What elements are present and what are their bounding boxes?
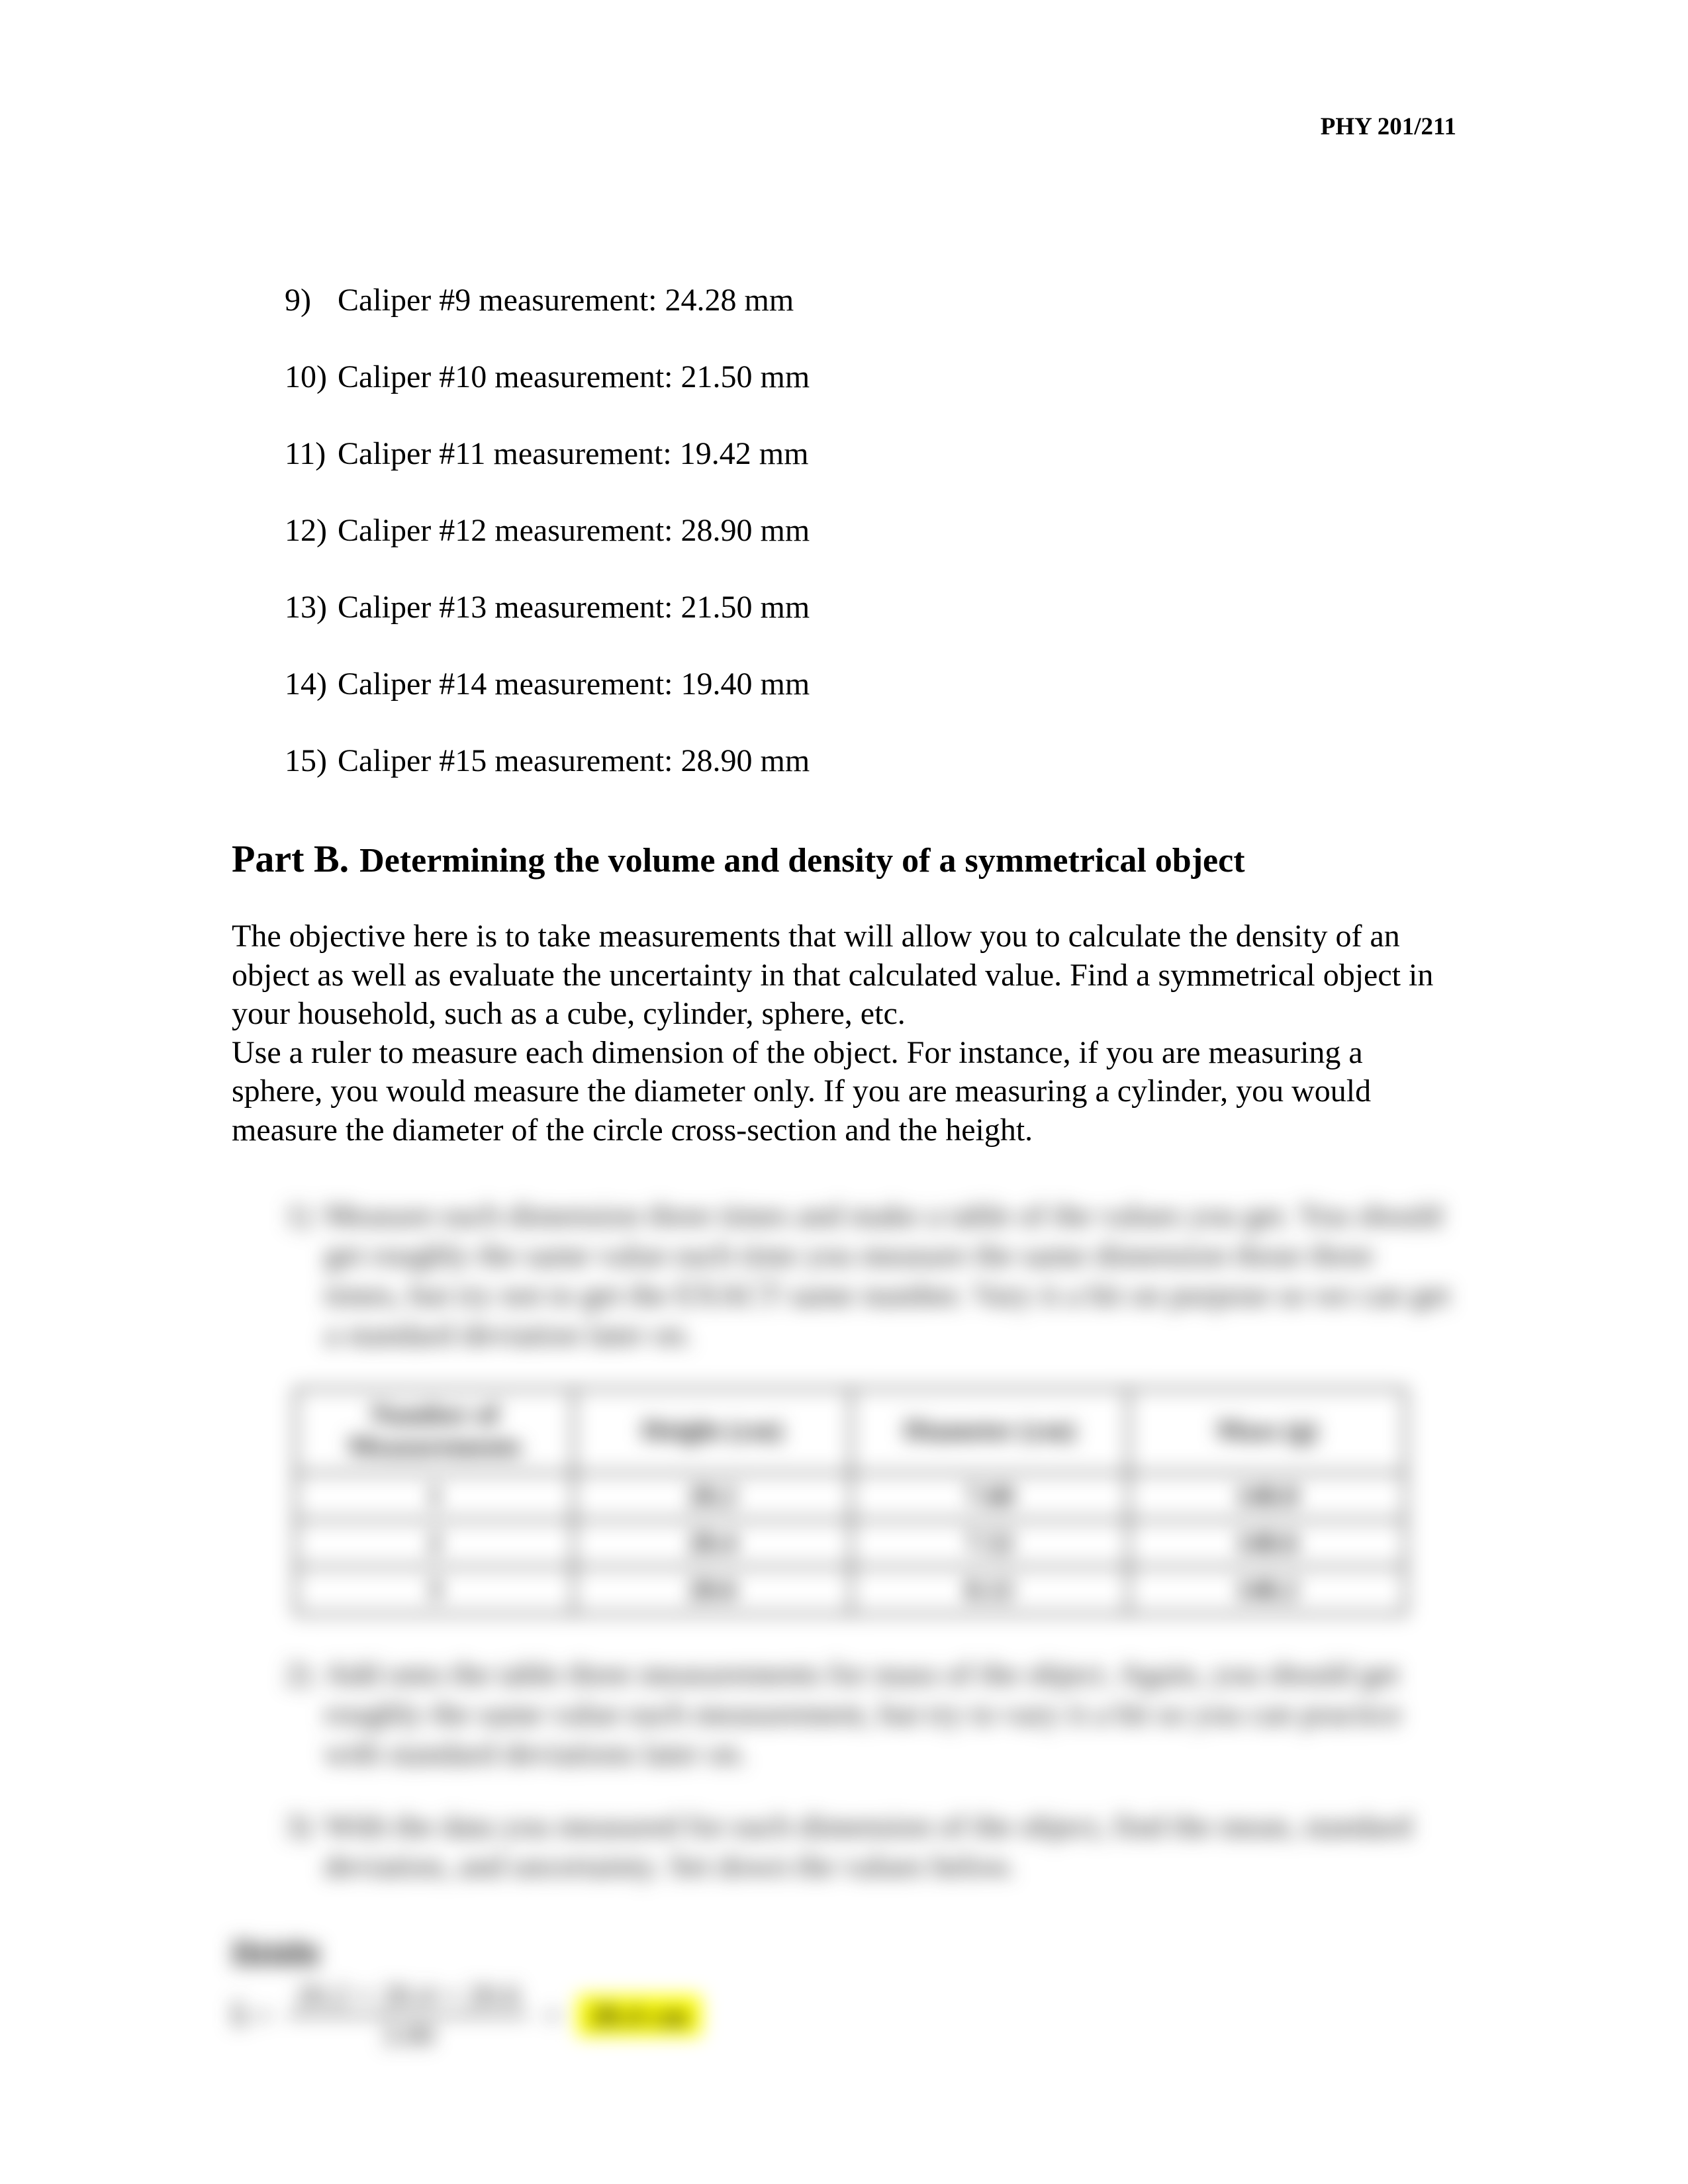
item-number: 1): [285, 1196, 324, 1355]
page: PHY 201/211 9) Caliper #9 measurement: 2…: [0, 0, 1688, 2184]
list-item: 13) Caliper #13 measurement: 21.50 mm: [285, 592, 1456, 623]
table-cell: 7.52: [851, 1520, 1129, 1567]
list-item: 2) Add onto the table three measurements…: [285, 1655, 1456, 1774]
item-text: Caliper #15 measurement: 28.90 mm: [338, 743, 810, 778]
column-header: Diameter (cm): [851, 1389, 1129, 1473]
table-cell: 8.12: [851, 1567, 1129, 1614]
fraction-numerator: 20.2 + 20.4 + 20.6: [287, 1979, 528, 2016]
page-content: 9) Caliper #9 measurement: 24.28 mm 10) …: [232, 285, 1456, 2051]
section-label: Part B.: [232, 837, 349, 880]
list-item: 12) Caliper #12 measurement: 28.90 mm: [285, 515, 1456, 547]
item-number: 12): [285, 515, 330, 547]
item-number: 13): [285, 592, 330, 623]
column-header: Number of Measurements: [296, 1389, 574, 1473]
table-cell: 2: [296, 1520, 574, 1567]
item-text: Caliper #14 measurement: 19.40 mm: [338, 666, 810, 702]
table-cell: 140.0: [1129, 1473, 1406, 1520]
course-header: PHY 201/211: [1321, 113, 1456, 141]
formula-line: h̄ = 20.2 + 20.4 + 20.6 3.00 = 20.4 cm: [232, 1979, 1456, 2051]
list-item: 10) Caliper #10 measurement: 21.50 mm: [285, 361, 1456, 393]
column-header: Mass (g): [1129, 1389, 1406, 1473]
section-title: Determining the volume and density of a …: [359, 842, 1244, 880]
item-number: 2): [285, 1655, 324, 1774]
table-cell: 20.6: [574, 1567, 851, 1614]
table-cell: 20.4: [574, 1520, 851, 1567]
item-number: 3): [285, 1807, 324, 1886]
formula-lhs: h̄ =: [232, 1998, 271, 2033]
item-text: Caliper #12 measurement: 28.90 mm: [338, 513, 810, 548]
measurement-list: 9) Caliper #9 measurement: 24.28 mm 10) …: [285, 285, 1456, 777]
obscured-region: 1) Measure each dimension three times an…: [232, 1196, 1456, 2051]
table-row: 1 20.2 7.60 140.0: [296, 1473, 1406, 1520]
list-item: 11) Caliper #11 measurement: 19.42 mm: [285, 438, 1456, 470]
fraction-denominator: 3.00: [381, 2017, 435, 2051]
item-number: 11): [285, 438, 330, 470]
table-cell: 140.6: [1129, 1520, 1406, 1567]
formula-title: Height: [232, 1933, 1456, 1968]
item-text: With the data you measured for each dime…: [324, 1807, 1456, 1886]
item-number: 15): [285, 745, 330, 777]
measurement-table: Number of Measurements Height (cm) Diame…: [295, 1388, 1407, 1615]
item-text: Caliper #10 measurement: 21.50 mm: [338, 359, 810, 394]
section-heading: Part B. Determining the volume and densi…: [232, 837, 1456, 881]
table-cell: 7.60: [851, 1473, 1129, 1520]
item-number: 9): [285, 285, 330, 316]
table-row: 2 20.4 7.52 140.6: [296, 1520, 1406, 1567]
table-row: 3 20.6 8.12 140.2: [296, 1567, 1406, 1614]
column-header: Height (cm): [574, 1389, 851, 1473]
table-cell: 20.2: [574, 1473, 851, 1520]
list-item: 1) Measure each dimension three times an…: [285, 1196, 1456, 1355]
list-item: 15) Caliper #15 measurement: 28.90 mm: [285, 745, 1456, 777]
list-item: 3) With the data you measured for each d…: [285, 1807, 1456, 1886]
table-cell: 1: [296, 1473, 574, 1520]
section-paragraph: The objective here is to take measuremen…: [232, 917, 1456, 1150]
highlighted-result: 20.4 cm: [577, 1995, 701, 2036]
item-text: Caliper #9 measurement: 24.28 mm: [338, 283, 794, 318]
table-header-row: Number of Measurements Height (cm) Diame…: [296, 1389, 1406, 1473]
table-cell: 140.2: [1129, 1567, 1406, 1614]
item-text: Caliper #13 measurement: 21.50 mm: [338, 590, 810, 625]
list-item: 9) Caliper #9 measurement: 24.28 mm: [285, 285, 1456, 316]
item-text: Measure each dimension three times and m…: [324, 1196, 1456, 1355]
equals-sign: =: [544, 1998, 561, 2033]
item-text: Caliper #11 measurement: 19.42 mm: [338, 436, 808, 471]
item-number: 10): [285, 361, 330, 393]
item-text: Add onto the table three measurements fo…: [324, 1655, 1456, 1774]
list-item: 14) Caliper #14 measurement: 19.40 mm: [285, 668, 1456, 700]
table-cell: 3: [296, 1567, 574, 1614]
formula-block: Height h̄ = 20.2 + 20.4 + 20.6 3.00 = 20…: [232, 1933, 1456, 2051]
item-number: 14): [285, 668, 330, 700]
fraction: 20.2 + 20.4 + 20.6 3.00: [287, 1979, 528, 2051]
